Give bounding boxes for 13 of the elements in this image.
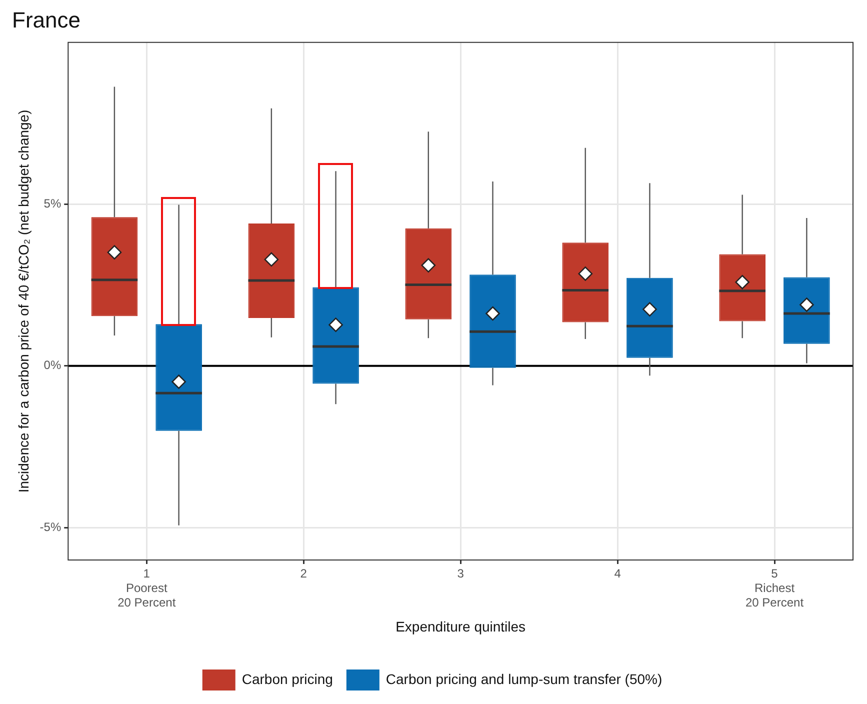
y-tick-label: -5%: [40, 520, 62, 534]
y-axis-title: Incidence for a carbon price of 40 €/tCO₂ (net budget change): [15, 110, 32, 493]
chart-title: France: [12, 7, 80, 32]
x-axis-title: Expenditure quintiles: [396, 618, 526, 634]
x-tick-label: 2: [300, 566, 308, 581]
x-tick-label: 3: [457, 566, 464, 581]
x-tick-label: 4: [614, 566, 622, 581]
x-tick-label: 1 Poorest 20 Percent: [118, 566, 176, 610]
y-tick-label: 5%: [44, 196, 62, 210]
x-tick-label: 5 Richest 20 Percent: [745, 566, 804, 610]
legend-label: Carbon pricing: [242, 670, 333, 687]
legend-label: Carbon pricing and lump-sum transfer (50%): [386, 670, 662, 687]
y-tick-label: 0%: [44, 358, 62, 372]
